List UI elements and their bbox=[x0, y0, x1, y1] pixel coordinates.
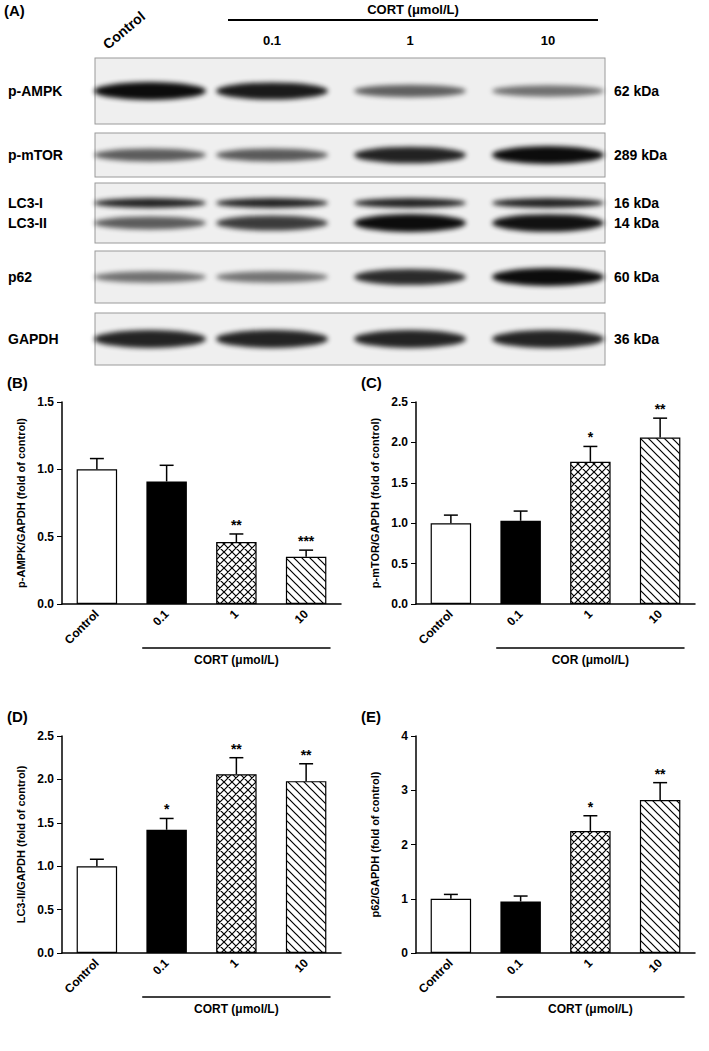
svg-text:0.1: 0.1 bbox=[263, 33, 281, 48]
svg-text:Control: Control bbox=[62, 607, 102, 647]
svg-text:289 kDa: 289 kDa bbox=[614, 147, 667, 163]
svg-text:CORT (μmol/L): CORT (μmol/L) bbox=[194, 1002, 279, 1016]
svg-text:p-AMPK: p-AMPK bbox=[8, 83, 62, 99]
svg-text:(D): (D) bbox=[7, 708, 28, 725]
svg-text:10: 10 bbox=[292, 956, 312, 976]
svg-text:CORT (μmol/L): CORT (μmol/L) bbox=[367, 2, 459, 17]
svg-text:1: 1 bbox=[227, 956, 242, 971]
svg-text:1: 1 bbox=[227, 607, 242, 622]
svg-text:1: 1 bbox=[581, 607, 596, 622]
svg-text:10: 10 bbox=[292, 607, 312, 627]
svg-text:14 kDa: 14 kDa bbox=[614, 215, 659, 231]
svg-text:Control: Control bbox=[100, 8, 148, 52]
svg-text:0.5: 0.5 bbox=[37, 903, 54, 917]
svg-text:1.5: 1.5 bbox=[37, 816, 54, 830]
svg-text:0.1: 0.1 bbox=[504, 607, 526, 629]
svg-text:1.5: 1.5 bbox=[37, 395, 54, 409]
svg-text:0.0: 0.0 bbox=[37, 946, 54, 960]
svg-text:1.0: 1.0 bbox=[37, 859, 54, 873]
svg-text:2: 2 bbox=[401, 838, 408, 852]
svg-text:LC3-II/GAPDH (fold of control): LC3-II/GAPDH (fold of control) bbox=[15, 765, 27, 923]
svg-text:1.0: 1.0 bbox=[391, 516, 408, 530]
svg-text:10: 10 bbox=[646, 607, 666, 627]
svg-text:*: * bbox=[588, 799, 594, 815]
svg-text:36 kDa: 36 kDa bbox=[614, 331, 659, 347]
svg-text:62 kDa: 62 kDa bbox=[614, 83, 659, 99]
svg-text:1: 1 bbox=[401, 892, 408, 906]
svg-text:(E): (E) bbox=[361, 708, 381, 725]
svg-text:4: 4 bbox=[401, 729, 408, 743]
svg-text:p-AMPK/GAPDH (fold of control): p-AMPK/GAPDH (fold of control) bbox=[15, 418, 27, 588]
svg-text:1: 1 bbox=[406, 33, 413, 48]
svg-text:0.1: 0.1 bbox=[150, 607, 172, 629]
svg-text:60 kDa: 60 kDa bbox=[614, 269, 659, 285]
svg-text:10: 10 bbox=[646, 956, 666, 976]
svg-text:16 kDa: 16 kDa bbox=[614, 195, 659, 211]
svg-text:10: 10 bbox=[541, 33, 555, 48]
svg-text:0.5: 0.5 bbox=[37, 530, 54, 544]
svg-text:Control: Control bbox=[416, 956, 456, 996]
svg-text:0.0: 0.0 bbox=[391, 597, 408, 611]
svg-text:Control: Control bbox=[62, 956, 102, 996]
svg-text:(A): (A) bbox=[4, 2, 25, 19]
svg-text:p62: p62 bbox=[8, 269, 32, 285]
svg-text:Control: Control bbox=[416, 607, 456, 647]
svg-text:LC3-I: LC3-I bbox=[8, 195, 43, 211]
svg-text:**: ** bbox=[301, 747, 312, 763]
svg-text:*: * bbox=[164, 801, 170, 817]
svg-text:p-mTOR/GAPDH (fold of control): p-mTOR/GAPDH (fold of control) bbox=[369, 418, 381, 589]
svg-text:2.5: 2.5 bbox=[37, 729, 54, 743]
svg-text:0.1: 0.1 bbox=[150, 956, 172, 978]
svg-text:**: ** bbox=[231, 517, 242, 533]
svg-text:COR (μmol/L): COR (μmol/L) bbox=[552, 653, 629, 667]
svg-text:p62/GAPDH (fold of control): p62/GAPDH (fold of control) bbox=[369, 771, 381, 917]
svg-text:p-mTOR: p-mTOR bbox=[8, 147, 63, 163]
svg-text:LC3-II: LC3-II bbox=[8, 215, 47, 231]
svg-text:**: ** bbox=[231, 741, 242, 757]
svg-text:2.0: 2.0 bbox=[37, 772, 54, 786]
svg-text:***: *** bbox=[298, 533, 315, 549]
svg-text:CORT (μmol/L): CORT (μmol/L) bbox=[194, 653, 279, 667]
svg-text:1.0: 1.0 bbox=[37, 462, 54, 476]
svg-text:0.1: 0.1 bbox=[504, 956, 526, 978]
svg-text:0.0: 0.0 bbox=[37, 597, 54, 611]
svg-text:GAPDH: GAPDH bbox=[8, 331, 59, 347]
svg-text:*: * bbox=[588, 429, 594, 445]
svg-text:1: 1 bbox=[581, 956, 596, 971]
svg-text:0: 0 bbox=[401, 946, 408, 960]
svg-text:2.0: 2.0 bbox=[391, 435, 408, 449]
svg-text:(C): (C) bbox=[361, 374, 382, 391]
svg-text:CORT (μmol/L): CORT (μmol/L) bbox=[548, 1002, 633, 1016]
svg-text:**: ** bbox=[655, 401, 666, 417]
svg-text:3: 3 bbox=[401, 783, 408, 797]
svg-text:(B): (B) bbox=[7, 374, 28, 391]
svg-text:0.5: 0.5 bbox=[391, 557, 408, 571]
svg-text:2.5: 2.5 bbox=[391, 395, 408, 409]
svg-text:**: ** bbox=[655, 766, 666, 782]
svg-text:1.5: 1.5 bbox=[391, 476, 408, 490]
